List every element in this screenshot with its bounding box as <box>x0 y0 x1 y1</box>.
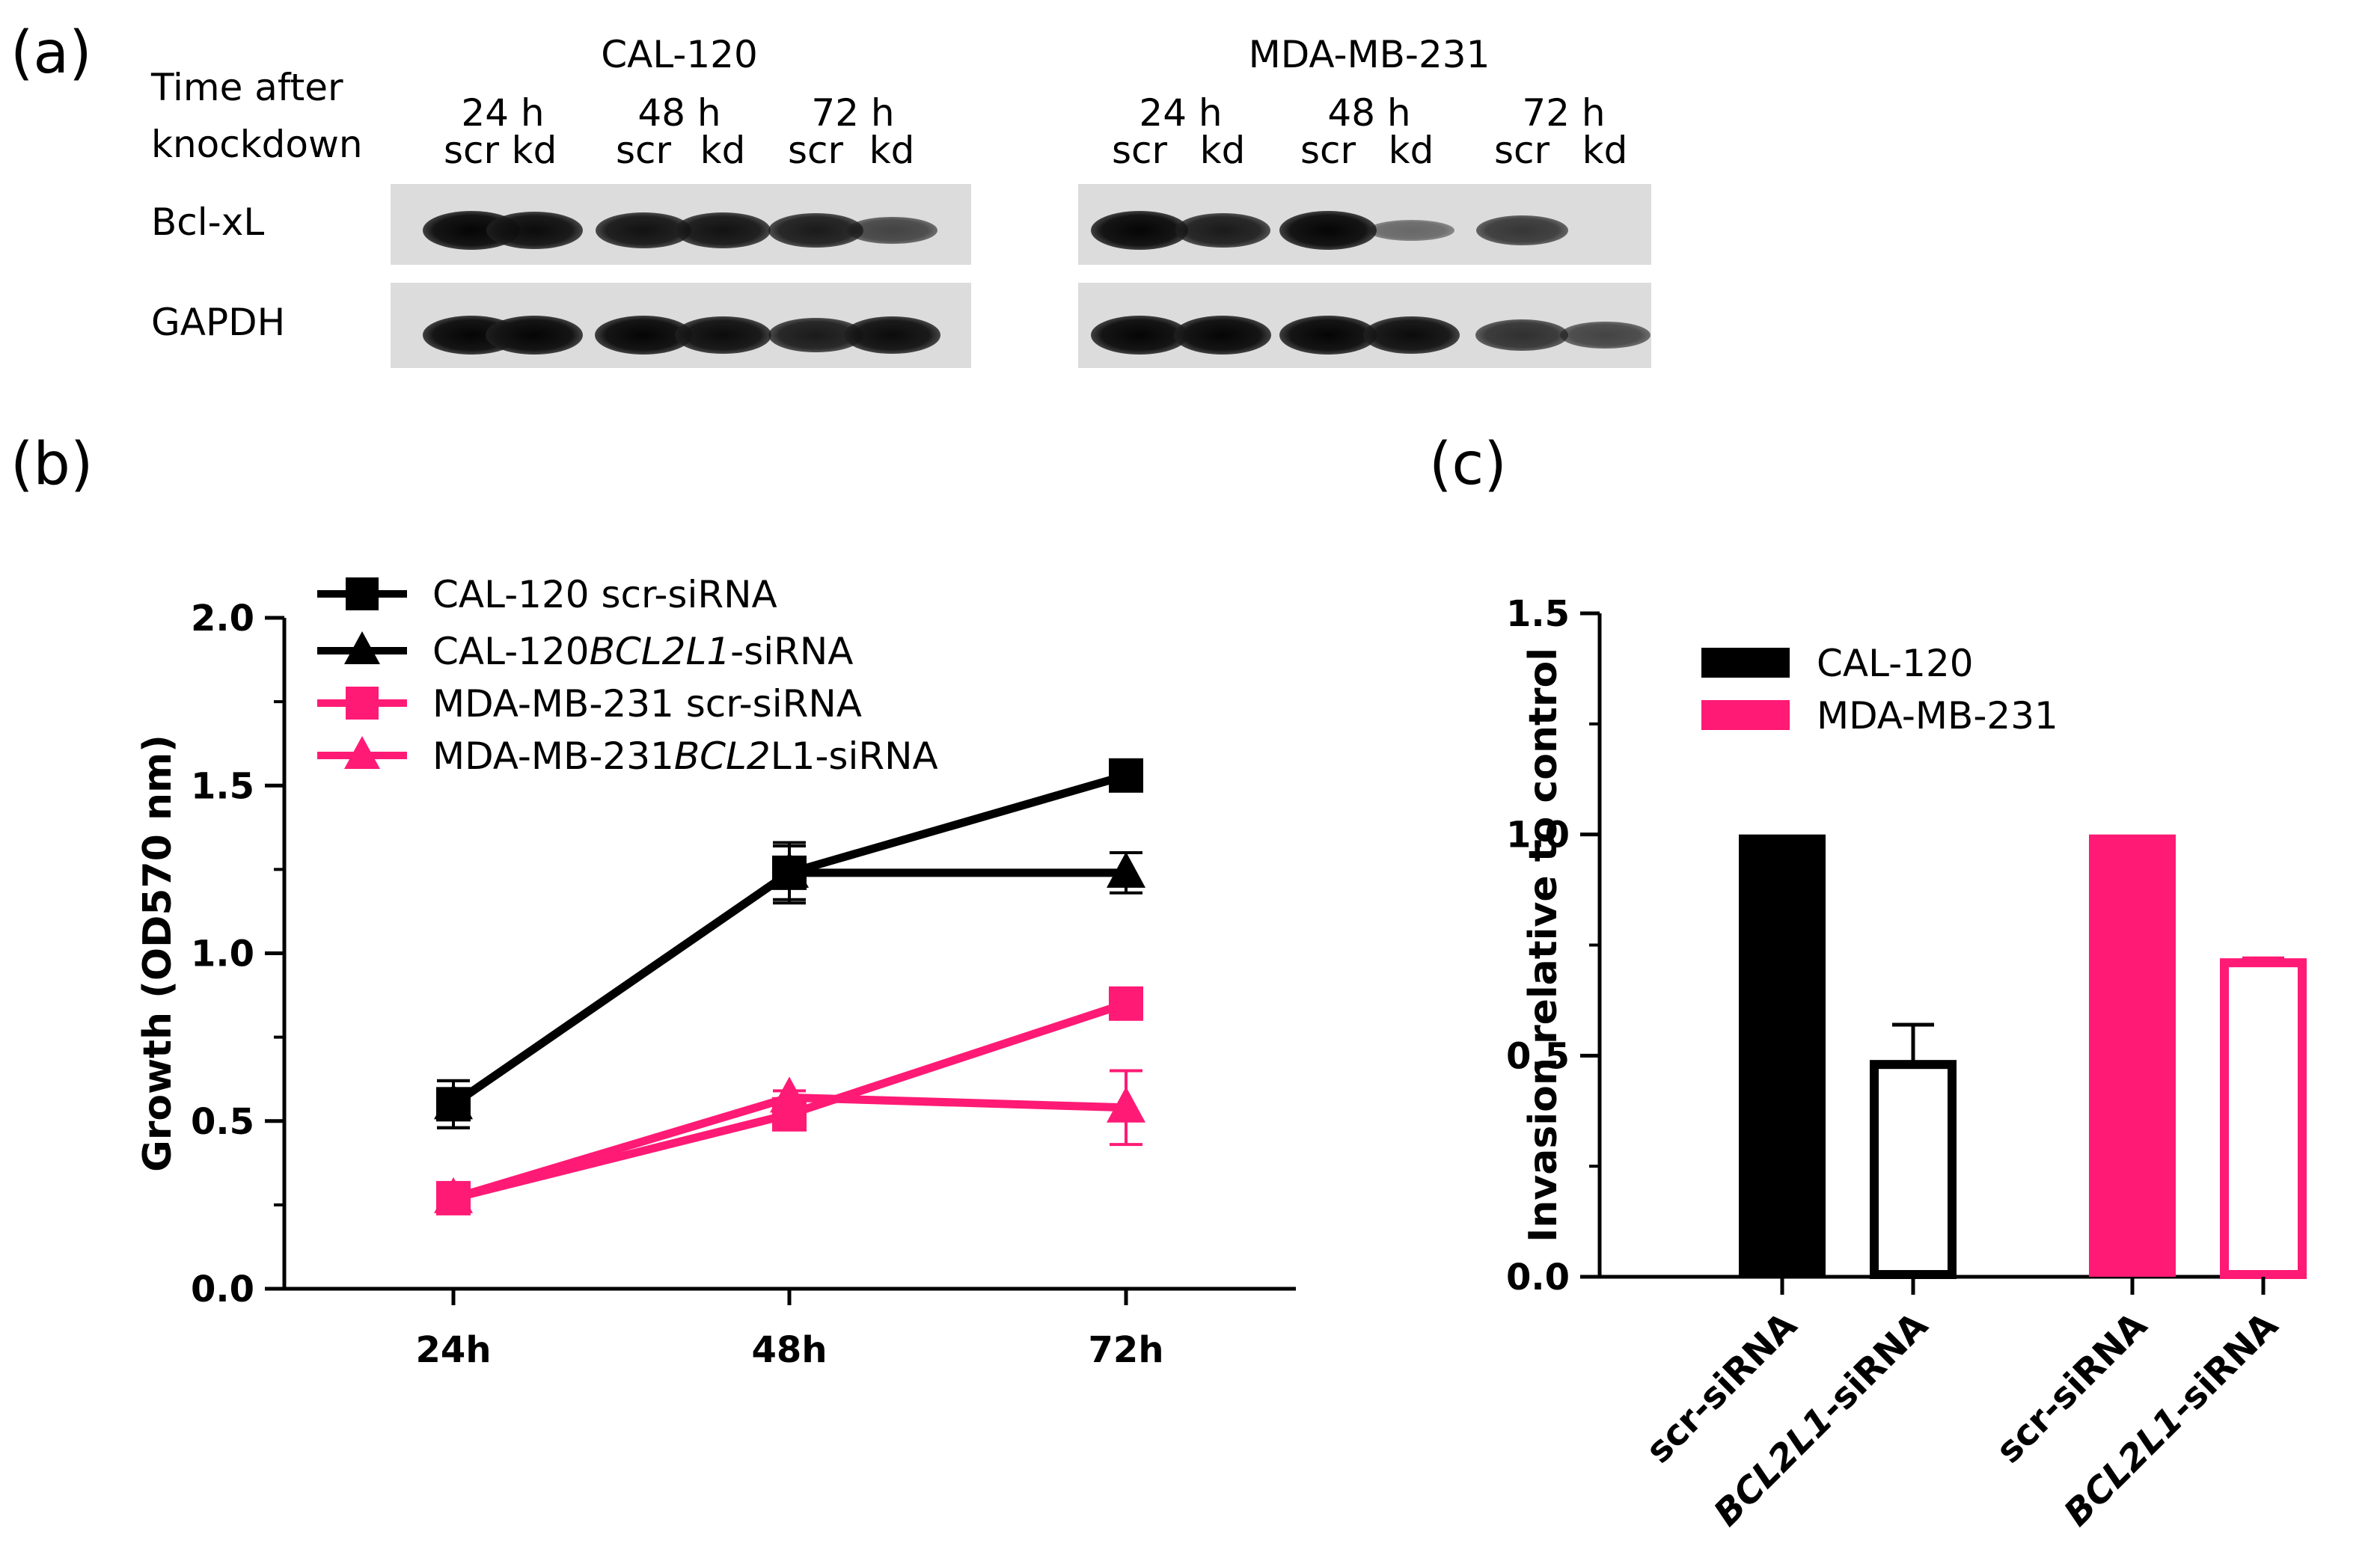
panel-label-a: (a) <box>10 19 92 87</box>
legend-label: MDA-MB-231 <box>1817 694 2058 737</box>
bar <box>2220 958 2307 1279</box>
blot-timepoint-label: 72 h <box>1522 91 1606 135</box>
data-point-square <box>1109 986 1143 1021</box>
legend-swatch <box>1701 648 1790 678</box>
blot-row-header-line2: knockdown <box>151 123 363 166</box>
blot-band <box>1368 219 1454 242</box>
blot-band <box>1362 316 1460 355</box>
blot-row-label-bclxl: Bcl-xL <box>151 200 265 244</box>
blot-lane-label: scr <box>1300 129 1356 172</box>
blot-timepoint-label: 24 h <box>461 91 545 135</box>
blot-band <box>1475 319 1568 351</box>
blot-band <box>1475 215 1568 246</box>
y-tick-label: 1.5 <box>191 765 254 807</box>
blot-cell-line-title: CAL-120 <box>601 33 758 76</box>
x-tick-label: 48h <box>752 1329 828 1371</box>
y-tick-label: 1.5 <box>1506 593 1570 635</box>
data-point-triangle <box>1107 1086 1145 1123</box>
blot-lane-label: kd <box>511 129 557 172</box>
y-tick-label: 0.5 <box>191 1101 254 1143</box>
series-group <box>436 758 1143 1129</box>
legend-marker-square <box>346 687 379 720</box>
y-axis-title: Invasion relative to control <box>1521 648 1566 1242</box>
legend-swatch <box>1701 700 1790 730</box>
x-tick-label: 24h <box>416 1329 492 1371</box>
y-tick-label: 0.0 <box>1506 1257 1570 1298</box>
blot-cell-line-title: MDA-MB-231 <box>1248 33 1490 76</box>
data-point-triangle <box>1107 851 1145 888</box>
bar <box>1870 1060 1957 1279</box>
blot-band <box>675 212 771 249</box>
blot-lane-label: kd <box>700 129 746 172</box>
legend-label: MDA-MB-231 scr-siRNA <box>432 682 862 726</box>
blot-lane-label: kd <box>1582 129 1628 172</box>
blot-band <box>1091 211 1188 250</box>
data-point-square <box>1109 758 1143 793</box>
blot-lane-label: scr <box>1493 129 1550 172</box>
blot-lane-label: kd <box>1199 129 1246 172</box>
data-point-triangle <box>434 1083 473 1120</box>
blot-band <box>1559 321 1651 349</box>
blot-lane-label: kd <box>869 129 915 172</box>
blot-timepoint-label: 48 h <box>1327 91 1411 135</box>
y-axis-title: Growth (OD570 nm) <box>135 735 180 1172</box>
series-line <box>450 771 1128 1108</box>
data-point-triangle <box>770 851 809 888</box>
blot-lane-label: scr <box>1111 129 1168 172</box>
blot-row-header-line1: Time after <box>151 66 343 109</box>
series-line <box>450 868 1126 1108</box>
blot-lane-label: scr <box>787 129 844 172</box>
blot-band <box>1279 211 1377 250</box>
blot-band <box>486 211 583 250</box>
y-tick-label: 1.0 <box>1506 815 1570 856</box>
blot-timepoint-label: 48 h <box>637 91 721 135</box>
legend-label: CAL-120 scr-siRNA <box>432 573 777 616</box>
blot-timepoint-label: 24 h <box>1139 91 1223 135</box>
blot-band <box>1175 212 1270 248</box>
blot-lane-label: scr <box>443 129 500 172</box>
legend-label: CAL-120 <box>1817 642 1974 685</box>
panel-label-b: (b) <box>10 431 94 498</box>
blot-band <box>1091 316 1188 355</box>
legend-label: MDA-MB-231BCL2L1-siRNA <box>432 735 938 778</box>
x-tick-label: 72h <box>1089 1329 1164 1371</box>
blot-band <box>843 316 940 355</box>
y-tick-label: 0.0 <box>191 1269 254 1310</box>
blot-lane-label: scr <box>615 129 672 172</box>
blot-band <box>674 316 771 355</box>
series-group <box>434 1069 1145 1213</box>
invasion-bar-chart: 0.0 0.5 1.0 1.5 Invasion relative to control… <box>1506 593 2307 1534</box>
legend-marker-square <box>346 577 379 610</box>
blot-band <box>846 216 937 245</box>
blot-band <box>1174 316 1271 355</box>
growth-line-chart: 0.0 0.5 1.0 1.5 2.0 24h 48h 72h Growth (OD570 nm… <box>135 573 1296 1371</box>
y-tick-label: 2.0 <box>191 598 254 640</box>
y-tick-label: 1.0 <box>191 933 254 975</box>
blot-band <box>486 316 583 355</box>
bar <box>1739 834 1826 1277</box>
y-tick-label: 0.5 <box>1506 1035 1570 1077</box>
blot-band <box>1279 316 1377 355</box>
blot-row-label-gapdh: GAPDH <box>151 301 286 344</box>
data-point-triangle <box>770 1076 809 1113</box>
series-group <box>434 844 1145 1129</box>
blot-lane-label: kd <box>1388 129 1434 172</box>
blot-timepoint-label: 72 h <box>811 91 895 135</box>
bar <box>2089 834 2176 1277</box>
data-point-triangle <box>434 1177 473 1213</box>
legend-marker-triangle <box>344 736 380 769</box>
panel-label-c: (c) <box>1429 431 1507 498</box>
legend-marker-triangle <box>344 631 380 664</box>
legend-label: CAL-120BCL2L1-siRNA <box>432 630 853 673</box>
